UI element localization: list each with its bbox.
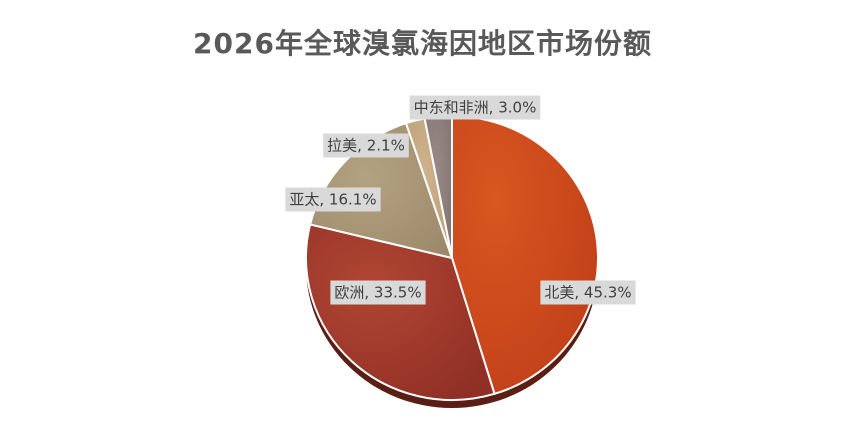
- label-europe-background: [330, 280, 426, 305]
- label-north-america-background: [540, 280, 636, 305]
- label-middle-east-africa-text: 中东和非洲, 3.0%: [414, 99, 537, 117]
- label-latin-america-text: 拉美, 2.1%: [327, 137, 405, 155]
- label-asia-pacific-text: 亚太, 16.1%: [289, 191, 376, 209]
- chart-title: 2026年全球溴氯海因地区市场份额: [193, 27, 652, 60]
- pie-labels: 北美, 45.3% 欧洲, 33.5% 亚太, 16.1% 拉美, 2.1% 中东和非洲…: [285, 95, 636, 305]
- slice-north-america[interactable]: [451, 114, 599, 396]
- label-asia-pacific: 亚太, 16.1%: [285, 187, 381, 212]
- label-europe: 欧洲, 33.5%: [330, 280, 426, 305]
- slice-europe[interactable]: [305, 223, 496, 401]
- label-asia-pacific-background: [285, 187, 381, 212]
- label-middle-east-africa-background: [409, 95, 541, 120]
- label-latin-america: 拉美, 2.1%: [323, 133, 409, 158]
- pie-slices: [305, 114, 599, 401]
- label-north-america-text: 北美, 45.3%: [544, 284, 631, 302]
- label-middle-east-africa: 中东和非洲, 3.0%: [409, 95, 541, 120]
- label-north-america: 北美, 45.3%: [540, 280, 636, 305]
- label-europe-text: 欧洲, 33.5%: [334, 284, 421, 302]
- label-latin-america-background: [323, 133, 409, 158]
